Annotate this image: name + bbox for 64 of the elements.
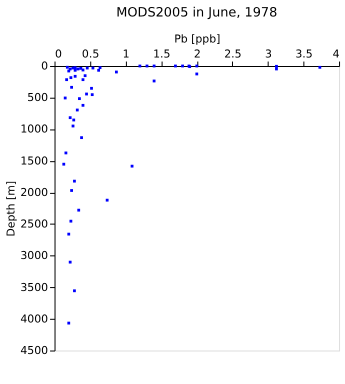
point xyxy=(174,64,177,68)
point xyxy=(86,66,89,70)
point xyxy=(130,164,134,168)
point xyxy=(78,97,81,100)
point xyxy=(90,86,93,90)
point xyxy=(65,78,68,82)
y-tick-label: 2500 xyxy=(20,218,48,231)
point xyxy=(115,70,118,74)
point xyxy=(275,64,278,68)
y-tick-label: 0 xyxy=(41,59,48,72)
point xyxy=(68,260,72,264)
point xyxy=(64,96,67,100)
point xyxy=(90,93,94,96)
point xyxy=(195,72,198,76)
x-tick-label: 2 xyxy=(194,48,201,61)
point xyxy=(80,136,83,140)
x-tick-label: 3.5 xyxy=(295,48,313,61)
point xyxy=(138,64,142,68)
point xyxy=(73,289,76,292)
chart-title: MODS2005 in June, 1978 xyxy=(116,5,278,20)
x-tick-label: 4 xyxy=(332,48,340,61)
y-tick-label: 2000 xyxy=(20,186,48,199)
y-tick-label: 4000 xyxy=(20,312,48,326)
point xyxy=(76,68,80,70)
x-tick-label: 0.5 xyxy=(82,48,100,61)
point xyxy=(152,80,156,82)
point xyxy=(67,232,70,236)
x-axis-title: Pb [ppb] xyxy=(174,32,220,46)
point xyxy=(84,74,87,78)
point xyxy=(72,124,74,128)
point xyxy=(82,104,84,107)
y-axis-title: Depth [m] xyxy=(4,180,18,237)
x-tick-label: 2.5 xyxy=(224,48,242,61)
point xyxy=(97,68,100,72)
x-tick-label: 0 xyxy=(55,48,62,61)
point xyxy=(146,64,148,68)
point xyxy=(70,189,73,192)
point xyxy=(275,68,278,70)
point xyxy=(73,180,76,183)
point xyxy=(69,220,72,223)
y-tick-label: 4500 xyxy=(20,344,48,357)
point xyxy=(152,64,156,68)
point xyxy=(76,108,79,112)
point xyxy=(82,78,84,82)
x-tick-label: 1 xyxy=(122,48,130,61)
point xyxy=(98,66,102,70)
point xyxy=(64,152,68,154)
point xyxy=(70,86,73,89)
x-tick-label: 3 xyxy=(264,48,272,61)
y-tick-label: 1000 xyxy=(20,122,48,136)
y-tick-label: 500 xyxy=(27,91,48,104)
point xyxy=(181,64,184,68)
x-tick-label: 1.5 xyxy=(153,48,170,61)
point xyxy=(74,66,77,70)
y-tick-label: 1500 xyxy=(20,154,48,168)
point xyxy=(195,64,198,68)
point xyxy=(85,92,88,96)
point xyxy=(67,322,70,324)
point xyxy=(92,66,94,70)
y-tick-label: 3000 xyxy=(20,249,48,262)
point xyxy=(69,76,72,80)
point xyxy=(82,68,84,72)
y-tick-label: 3500 xyxy=(20,280,48,294)
point xyxy=(72,118,76,122)
